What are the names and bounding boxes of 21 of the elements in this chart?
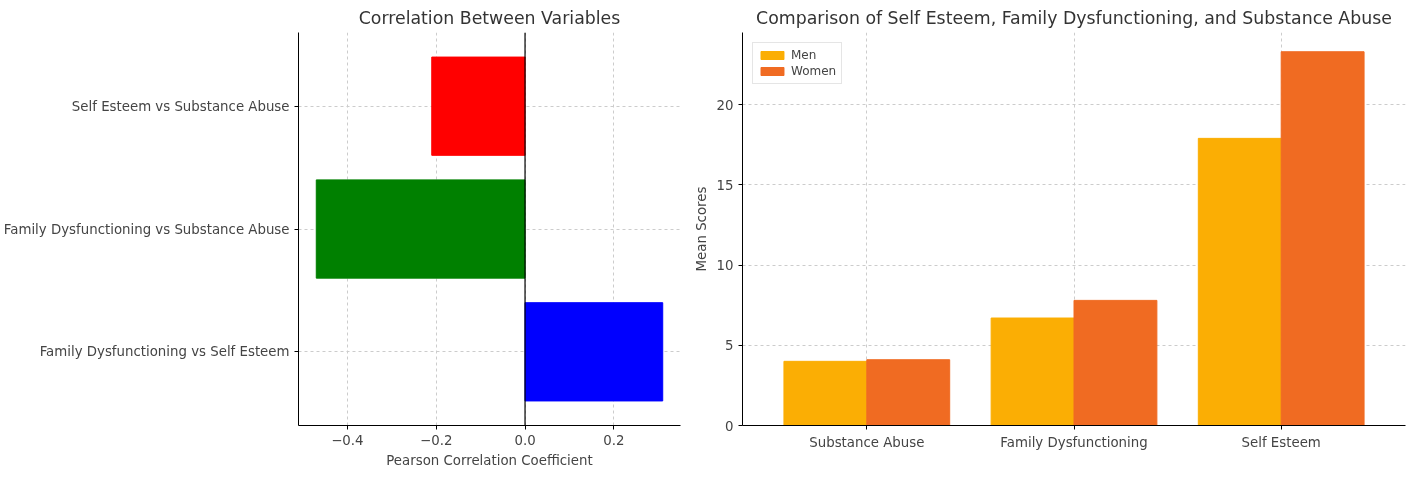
y-tick-label: 0 — [725, 418, 734, 434]
legend-label: Women — [791, 64, 837, 78]
legend-label: Men — [791, 48, 817, 62]
x-axis-title: Pearson Correlation Coefficient — [386, 452, 593, 468]
x-tick-label: −0.4 — [331, 432, 364, 448]
x-tick-label: 0.2 — [603, 432, 625, 448]
y-axis-title: Mean Scores — [693, 186, 709, 272]
y-tick-label: 5 — [725, 338, 734, 354]
y-tick-label: Self Esteem vs Substance Abuse — [71, 98, 290, 114]
x-tick-label: Family Dysfunctioning — [1000, 434, 1148, 450]
x-tick-label: Substance Abuse — [809, 434, 925, 450]
x-tick-label: 0.0 — [514, 432, 536, 448]
x-tick-label: Self Esteem — [1241, 434, 1321, 450]
chart-title: Comparison of Self Esteem, Family Dysfunctioning, and Substance Abuse — [756, 7, 1392, 28]
y-tick-label: Family Dysfunctioning vs Self Esteem — [39, 344, 290, 360]
y-tick-label: 10 — [716, 258, 734, 274]
x-tick-label: −0.2 — [420, 432, 453, 448]
y-tick-label: Family Dysfunctioning vs Substance Abuse — [3, 221, 290, 237]
y-tick-label: 20 — [716, 97, 734, 113]
y-tick-label: 15 — [716, 177, 734, 193]
chart-title: Correlation Between Variables — [358, 7, 621, 28]
